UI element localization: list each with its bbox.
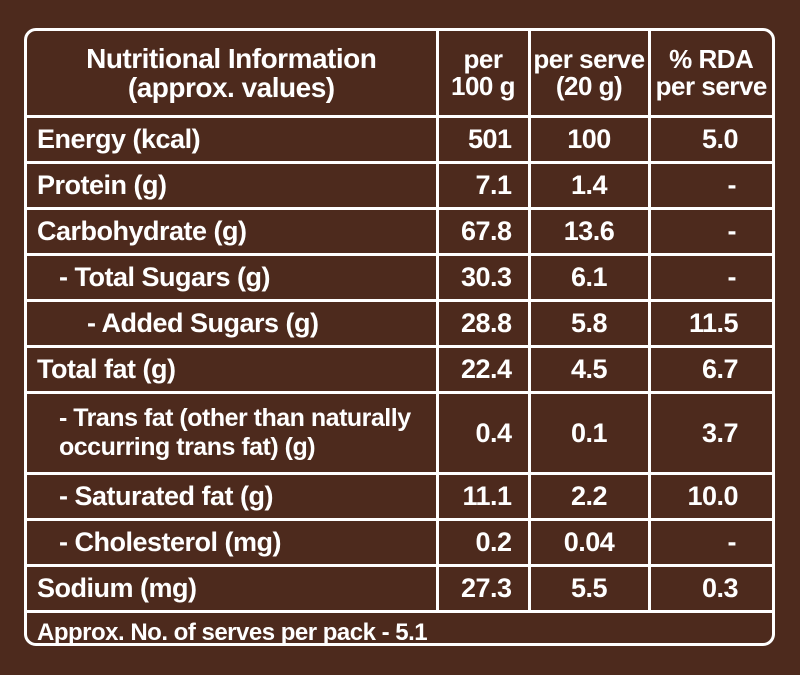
table-row-cholesterol: - Cholesterol (mg) 0.2 0.04 - (27, 518, 772, 567)
value-per-serve: 4.5 (527, 345, 651, 394)
value-per-100g: 28.8 (435, 299, 531, 348)
header-rda: % RDA per serve (647, 31, 772, 118)
table-row-carbohydrate: Carbohydrate (g) 67.8 13.6 - (27, 207, 772, 256)
nutrient-name: Carbohydrate (g) (27, 207, 439, 256)
table-row-trans-fat: - Trans fat (other than naturally occurr… (27, 391, 772, 475)
value-per-serve: 0.1 (527, 391, 651, 475)
value-per-serve: 0.04 (527, 518, 651, 567)
nutrient-name: - Total Sugars (g) (27, 253, 439, 302)
header-per-100g: per 100 g (435, 31, 531, 118)
value-rda: 10.0 (647, 472, 772, 521)
header-per-serve-line1: per serve (533, 43, 645, 74)
table-row-sodium: Sodium (mg) 27.3 5.5 0.3 (27, 564, 772, 613)
value-rda: 0.3 (647, 564, 772, 613)
header-per-serve: per serve (20 g) (527, 31, 651, 118)
value-per-100g: 7.1 (435, 161, 531, 210)
value-per-100g: 22.4 (435, 345, 531, 394)
nutrition-table: Nutritional Information (approx. values)… (27, 31, 772, 643)
header-per-100g-line1: per (463, 43, 503, 74)
header-title-line1: Nutritional Information (86, 42, 377, 74)
value-per-serve: 100 (527, 115, 651, 164)
table-footer-row: Approx. No. of serves per pack - 5.1 (27, 610, 772, 643)
nutrient-name: Protein (g) (27, 161, 439, 210)
value-rda: - (647, 518, 772, 567)
value-per-100g: 0.2 (435, 518, 531, 567)
nutrient-name: Sodium (mg) (27, 564, 439, 613)
header-per-100g-line2: 100 g (451, 71, 516, 101)
value-per-serve: 1.4 (527, 161, 651, 210)
value-per-serve: 2.2 (527, 472, 651, 521)
value-rda: - (647, 161, 772, 210)
table-row-added-sugars: - Added Sugars (g) 28.8 5.8 11.5 (27, 299, 772, 348)
header-title: Nutritional Information (approx. values) (27, 31, 439, 118)
header-per-serve-line2: (20 g) (555, 71, 623, 101)
nutrient-name: - Trans fat (other than naturally occurr… (27, 391, 439, 475)
nutrient-name: - Saturated fat (g) (27, 472, 439, 521)
value-rda: 11.5 (647, 299, 772, 348)
table-row-total-sugars: - Total Sugars (g) 30.3 6.1 - (27, 253, 772, 302)
serves-per-pack: Approx. No. of serves per pack - 5.1 (27, 610, 772, 643)
value-per-100g: 0.4 (435, 391, 531, 475)
value-per-100g: 11.1 (435, 472, 531, 521)
nutrient-name: - Added Sugars (g) (27, 299, 439, 348)
value-per-100g: 501 (435, 115, 531, 164)
nutrient-name-line2: occurring trans fat) (g) (59, 433, 316, 461)
table-row-total-fat: Total fat (g) 22.4 4.5 6.7 (27, 345, 772, 394)
table-row-saturated-fat: - Saturated fat (g) 11.1 2.2 10.0 (27, 472, 772, 521)
value-per-serve: 5.8 (527, 299, 651, 348)
table-row-protein: Protein (g) 7.1 1.4 - (27, 161, 772, 210)
table-row-energy: Energy (kcal) 501 100 5.0 (27, 115, 772, 164)
value-per-serve: 5.5 (527, 564, 651, 613)
value-rda: - (647, 253, 772, 302)
value-rda: 3.7 (647, 391, 772, 475)
value-rda: 5.0 (647, 115, 772, 164)
header-title-line2: (approx. values) (127, 72, 335, 103)
nutrient-name-line1: - Trans fat (other than naturally (59, 404, 411, 433)
value-per-100g: 27.3 (435, 564, 531, 613)
value-per-serve: 13.6 (527, 207, 651, 256)
nutrition-panel: Nutritional Information (approx. values)… (24, 28, 775, 646)
table-header-row: Nutritional Information (approx. values)… (27, 31, 772, 118)
value-per-serve: 6.1 (527, 253, 651, 302)
value-rda: - (647, 207, 772, 256)
value-rda: 6.7 (647, 345, 772, 394)
nutrient-name: Energy (kcal) (27, 115, 439, 164)
value-per-100g: 67.8 (435, 207, 531, 256)
value-per-100g: 30.3 (435, 253, 531, 302)
nutrient-name: - Cholesterol (mg) (27, 518, 439, 567)
header-rda-line1: % RDA (669, 43, 754, 74)
nutrient-name: Total fat (g) (27, 345, 439, 394)
header-rda-line2: per serve (655, 71, 768, 101)
